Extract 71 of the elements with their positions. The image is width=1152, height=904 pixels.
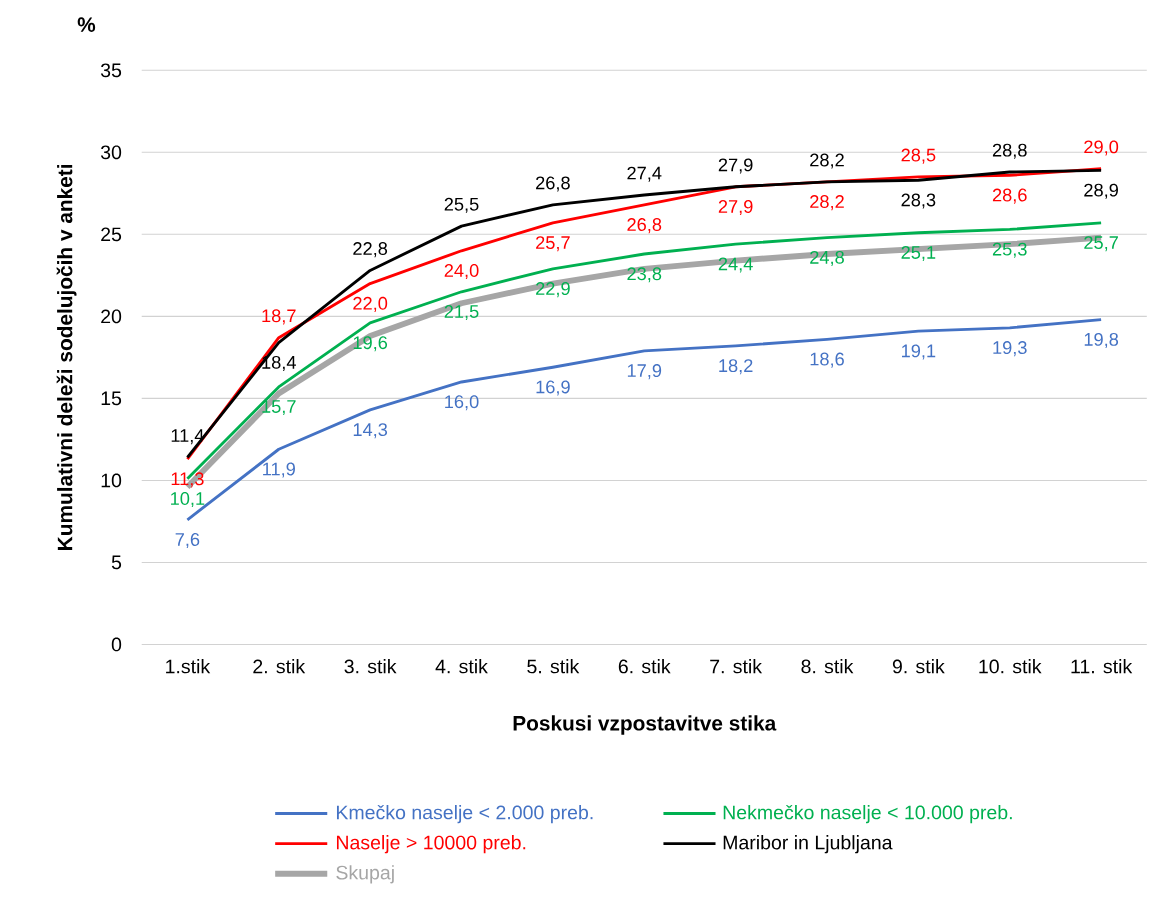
y-tick-label: 20 bbox=[101, 309, 122, 324]
data-label: 26,8 bbox=[536, 176, 570, 192]
data-label: 19,1 bbox=[902, 344, 936, 360]
data-label: 18,4 bbox=[262, 355, 296, 371]
data-label: 24,4 bbox=[718, 257, 753, 273]
data-label: 22,0 bbox=[353, 296, 388, 312]
data-label: 24,0 bbox=[444, 263, 479, 279]
data-label: 25,3 bbox=[992, 242, 1027, 258]
data-label: 28,2 bbox=[810, 153, 844, 169]
data-label: 22,8 bbox=[353, 241, 388, 258]
data-label: 28,2 bbox=[810, 195, 844, 211]
legend-label: Kmečko naselje < 2.000 preb. bbox=[336, 804, 593, 824]
y-tick-label: 35 bbox=[100, 63, 122, 78]
data-label: 7,6 bbox=[175, 532, 200, 549]
x-tick-label: 2. stik bbox=[253, 658, 306, 674]
data-label: 18,7 bbox=[262, 309, 296, 325]
data-label: 23,8 bbox=[627, 267, 662, 283]
data-label: 11,3 bbox=[171, 472, 204, 488]
data-label: 24,8 bbox=[810, 250, 844, 266]
data-label: 18,2 bbox=[719, 359, 753, 375]
y-tick-label: 30 bbox=[100, 145, 122, 160]
data-label: 27,4 bbox=[627, 166, 662, 182]
data-label: 25,1 bbox=[901, 245, 936, 261]
data-label: 27,9 bbox=[718, 158, 753, 174]
data-label: 25,7 bbox=[1084, 236, 1118, 252]
y-tick-label: 25 bbox=[101, 227, 122, 242]
data-label: 14,3 bbox=[353, 423, 388, 439]
x-tick-label: 6. stik bbox=[618, 658, 671, 674]
data-label: 28,3 bbox=[901, 193, 936, 209]
legend-label: Naselje > 10000 preb. bbox=[336, 835, 526, 854]
y-tick-label: 15 bbox=[101, 391, 122, 406]
legend-label: Nekmečko naselje < 10.000 preb. bbox=[723, 804, 1012, 824]
data-label: 15,7 bbox=[262, 400, 296, 415]
data-label: 16,0 bbox=[445, 395, 479, 411]
data-label: 27,9 bbox=[718, 199, 753, 216]
x-tick-label: 1.stik bbox=[166, 658, 211, 674]
legend-label: Skupaj bbox=[336, 865, 394, 884]
y-tick-label: 0 bbox=[111, 637, 122, 652]
x-tick-label: 3. stik bbox=[344, 658, 397, 674]
y-tick-label: 5 bbox=[111, 555, 122, 570]
x-tick-label: 7. stik bbox=[710, 658, 763, 674]
y-axis-title: Kumulativni deleži sodelujočih v anketi bbox=[56, 164, 77, 550]
data-label: 11,9 bbox=[263, 462, 295, 478]
data-label: 21,5 bbox=[444, 304, 479, 321]
data-label: 19,6 bbox=[353, 336, 388, 352]
data-label: 28,6 bbox=[992, 188, 1027, 204]
data-label: 17,9 bbox=[627, 363, 662, 380]
x-tick-label: 11. stik bbox=[1071, 658, 1133, 674]
data-label: 19,3 bbox=[993, 341, 1027, 357]
text: % bbox=[77, 17, 96, 32]
data-label: 16,9 bbox=[536, 380, 570, 396]
data-label: 11,4 bbox=[171, 429, 204, 445]
data-label: 28,8 bbox=[992, 143, 1027, 159]
x-tick-label: 8. stik bbox=[801, 658, 854, 674]
x-tick-label: 9. stik bbox=[892, 658, 945, 674]
x-tick-label: 4. stik bbox=[435, 658, 488, 674]
x-tick-label: 5. stik bbox=[527, 658, 580, 674]
data-label: 26,8 bbox=[627, 218, 662, 234]
data-label: 25,7 bbox=[536, 236, 570, 252]
data-label: 29,0 bbox=[1084, 140, 1119, 156]
data-label: 10,1 bbox=[171, 491, 205, 508]
data-label: 28,5 bbox=[901, 148, 936, 164]
data-label: 28,9 bbox=[1084, 183, 1118, 199]
x-tick-label: 10. stik bbox=[979, 658, 1042, 674]
y-tick-label: 10 bbox=[101, 473, 122, 488]
data-label: 22,9 bbox=[536, 281, 570, 298]
data-label: 18,6 bbox=[810, 352, 844, 368]
data-label: 25,5 bbox=[444, 197, 479, 213]
x-axis-title: Poskusi vzpostavitve stika bbox=[513, 715, 777, 735]
legend-label: Maribor in Ljubljana bbox=[723, 835, 893, 854]
data-label: 19,8 bbox=[1084, 332, 1119, 348]
